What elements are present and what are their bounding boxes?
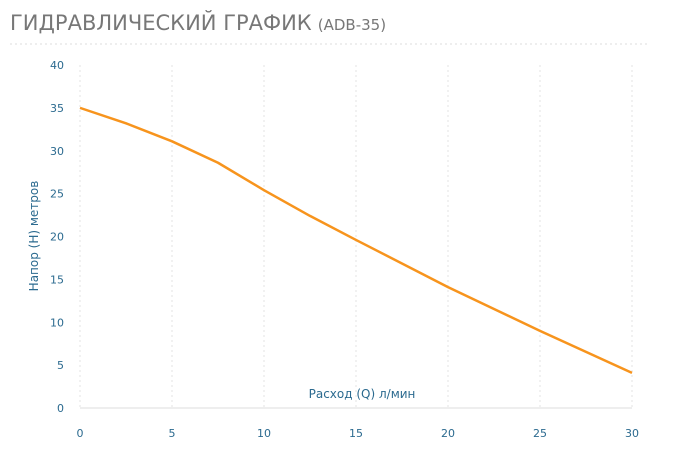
y-tick-label: 0 [57,402,64,415]
line-series [79,106,633,374]
y-tick-label: 25 [50,188,64,201]
title: ГИДРАВЛИЧЕСКИЙ ГРАФИК [10,10,312,35]
x-tick-label: 30 [625,427,639,440]
x-axis-label: Расход (Q) л/мин [309,387,416,401]
x-tick-label: 5 [169,427,176,440]
y-tick-label: 5 [57,359,64,372]
x-tick-label: 20 [441,427,455,440]
y-tick-label: 20 [50,231,64,244]
x-tick-label: 0 [77,427,84,440]
y-axis-label: Напор (H) метров [27,181,41,292]
chart-title: ГИДРАВЛИЧЕСКИЙ ГРАФИК (ADB-35) [10,10,386,35]
x-tick-label: 25 [533,427,547,440]
y-tick-label: 40 [50,59,64,72]
x-tick-label: 10 [257,427,271,440]
y-tick-label: 35 [50,102,64,115]
x-tick-label: 15 [349,427,363,440]
y-tick-label: 30 [50,145,64,158]
y-tick-label: 15 [50,273,64,286]
y-tick-label: 10 [50,316,64,329]
subtitle: (ADB-35) [318,16,386,34]
